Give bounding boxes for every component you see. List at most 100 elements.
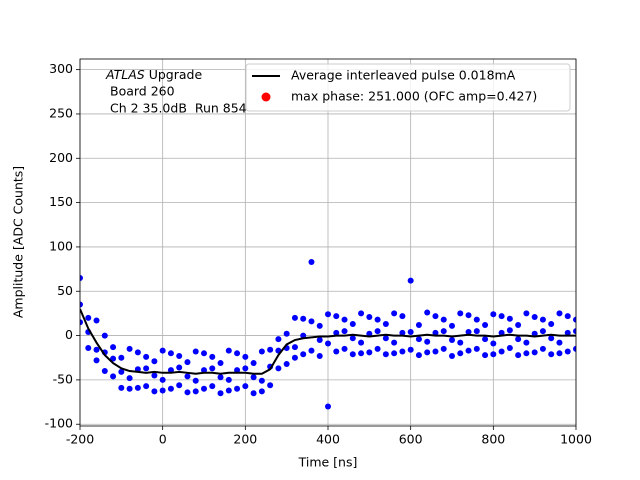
scatter-point bbox=[201, 367, 207, 374]
scatter-point bbox=[457, 310, 464, 317]
scatter-point bbox=[358, 310, 365, 317]
scatter-point bbox=[143, 365, 150, 372]
scatter-point bbox=[556, 339, 563, 346]
scatter-point bbox=[382, 351, 389, 358]
scatter-point bbox=[159, 387, 166, 394]
scatter-point bbox=[134, 349, 141, 356]
scatter-point bbox=[176, 352, 183, 359]
scatter-point bbox=[316, 337, 323, 344]
scatter-point bbox=[258, 388, 265, 395]
scatter-point bbox=[316, 322, 323, 329]
scatter-point bbox=[167, 350, 174, 357]
scatter-point bbox=[473, 345, 480, 352]
scatter-point bbox=[275, 365, 282, 372]
scatter-point bbox=[539, 345, 546, 352]
scatter-point bbox=[366, 349, 373, 356]
scatter-point bbox=[564, 329, 571, 336]
scatter-point bbox=[515, 321, 522, 328]
scatter-point bbox=[349, 335, 356, 342]
scatter-point bbox=[407, 329, 414, 336]
scatter-point bbox=[267, 346, 274, 353]
scatter-point bbox=[349, 351, 356, 358]
scatter-point bbox=[449, 322, 455, 329]
legend-label: max phase: 251.000 (OFC amp=0.427) bbox=[291, 89, 537, 104]
scatter-point bbox=[556, 310, 563, 317]
scatter-point bbox=[506, 344, 513, 351]
plot-area bbox=[80, 259, 576, 410]
scatter-point bbox=[473, 316, 480, 323]
scatter-point bbox=[440, 345, 447, 352]
scatter-point bbox=[118, 384, 125, 391]
scatter-point bbox=[101, 332, 108, 339]
legend-label: Average interleaved pulse 0.018mA bbox=[291, 68, 516, 83]
scatter-point bbox=[415, 321, 422, 328]
scatter-point bbox=[382, 335, 389, 342]
scatter-point bbox=[415, 352, 422, 359]
y-tick-label: 0 bbox=[65, 327, 73, 342]
scatter-point bbox=[258, 348, 265, 355]
scatter-point bbox=[217, 360, 224, 367]
annotation-experiment: ATLAS bbox=[105, 67, 145, 82]
scatter-point bbox=[465, 329, 472, 336]
scatter-point bbox=[159, 376, 166, 383]
scatter-point bbox=[308, 259, 315, 266]
scatter-point bbox=[159, 347, 166, 354]
scatter-point bbox=[250, 390, 257, 397]
legend-box bbox=[245, 63, 571, 112]
scatter-point bbox=[333, 348, 340, 355]
legend-marker-swatch bbox=[261, 92, 271, 102]
scatter-point bbox=[374, 328, 381, 335]
scatter-point bbox=[225, 376, 232, 383]
y-tick-label: 100 bbox=[49, 238, 73, 253]
scatter-point bbox=[457, 339, 464, 346]
scatter-point bbox=[457, 350, 464, 357]
scatter-point bbox=[300, 315, 307, 322]
scatter-point bbox=[201, 385, 207, 392]
scatter-point bbox=[482, 336, 489, 343]
scatter-point bbox=[391, 339, 398, 346]
scatter-point bbox=[225, 387, 232, 394]
scatter-point bbox=[118, 368, 125, 375]
scatter-point bbox=[424, 338, 431, 345]
x-axis-label: Time [ns] bbox=[298, 455, 358, 470]
scatter-point bbox=[539, 328, 546, 335]
scatter-point bbox=[93, 357, 100, 364]
scatter-point bbox=[217, 390, 224, 397]
scatter-point bbox=[424, 349, 431, 356]
scatter-point bbox=[283, 360, 290, 367]
scatter-point bbox=[184, 359, 191, 366]
annotation-line: Upgrade bbox=[149, 67, 203, 82]
scatter-point bbox=[80, 319, 83, 326]
x-tick-label: 0 bbox=[159, 432, 167, 447]
scatter-point bbox=[291, 354, 298, 361]
scatter-point bbox=[258, 377, 265, 384]
scatter-point bbox=[184, 373, 191, 380]
scatter-point bbox=[374, 345, 381, 352]
scatter-point bbox=[192, 388, 199, 395]
scatter-point bbox=[432, 313, 439, 320]
scatter-point bbox=[391, 350, 398, 357]
scatter-point bbox=[234, 367, 241, 374]
scatter-point bbox=[80, 274, 83, 281]
scatter-point bbox=[366, 313, 373, 320]
scatter-point bbox=[399, 348, 406, 355]
scatter-point bbox=[506, 327, 513, 334]
scatter-point bbox=[80, 301, 83, 308]
scatter-point bbox=[564, 348, 571, 355]
scatter-point bbox=[242, 383, 249, 390]
scatter-point bbox=[449, 352, 455, 359]
scatter-point bbox=[531, 349, 538, 356]
scatter-point bbox=[523, 339, 530, 346]
x-tick-label: -200 bbox=[66, 432, 94, 447]
scatter-point bbox=[382, 321, 389, 328]
x-tick-label: 800 bbox=[481, 432, 505, 447]
scatter-point bbox=[275, 336, 282, 343]
scatter-point bbox=[167, 385, 174, 392]
scatter-point bbox=[291, 314, 298, 321]
scatter-point bbox=[341, 345, 348, 352]
scatter-point bbox=[490, 340, 497, 347]
scatter-point bbox=[242, 365, 249, 372]
y-tick-label: 150 bbox=[49, 194, 73, 209]
scatter-point bbox=[424, 309, 431, 316]
scatter-point bbox=[325, 340, 331, 347]
